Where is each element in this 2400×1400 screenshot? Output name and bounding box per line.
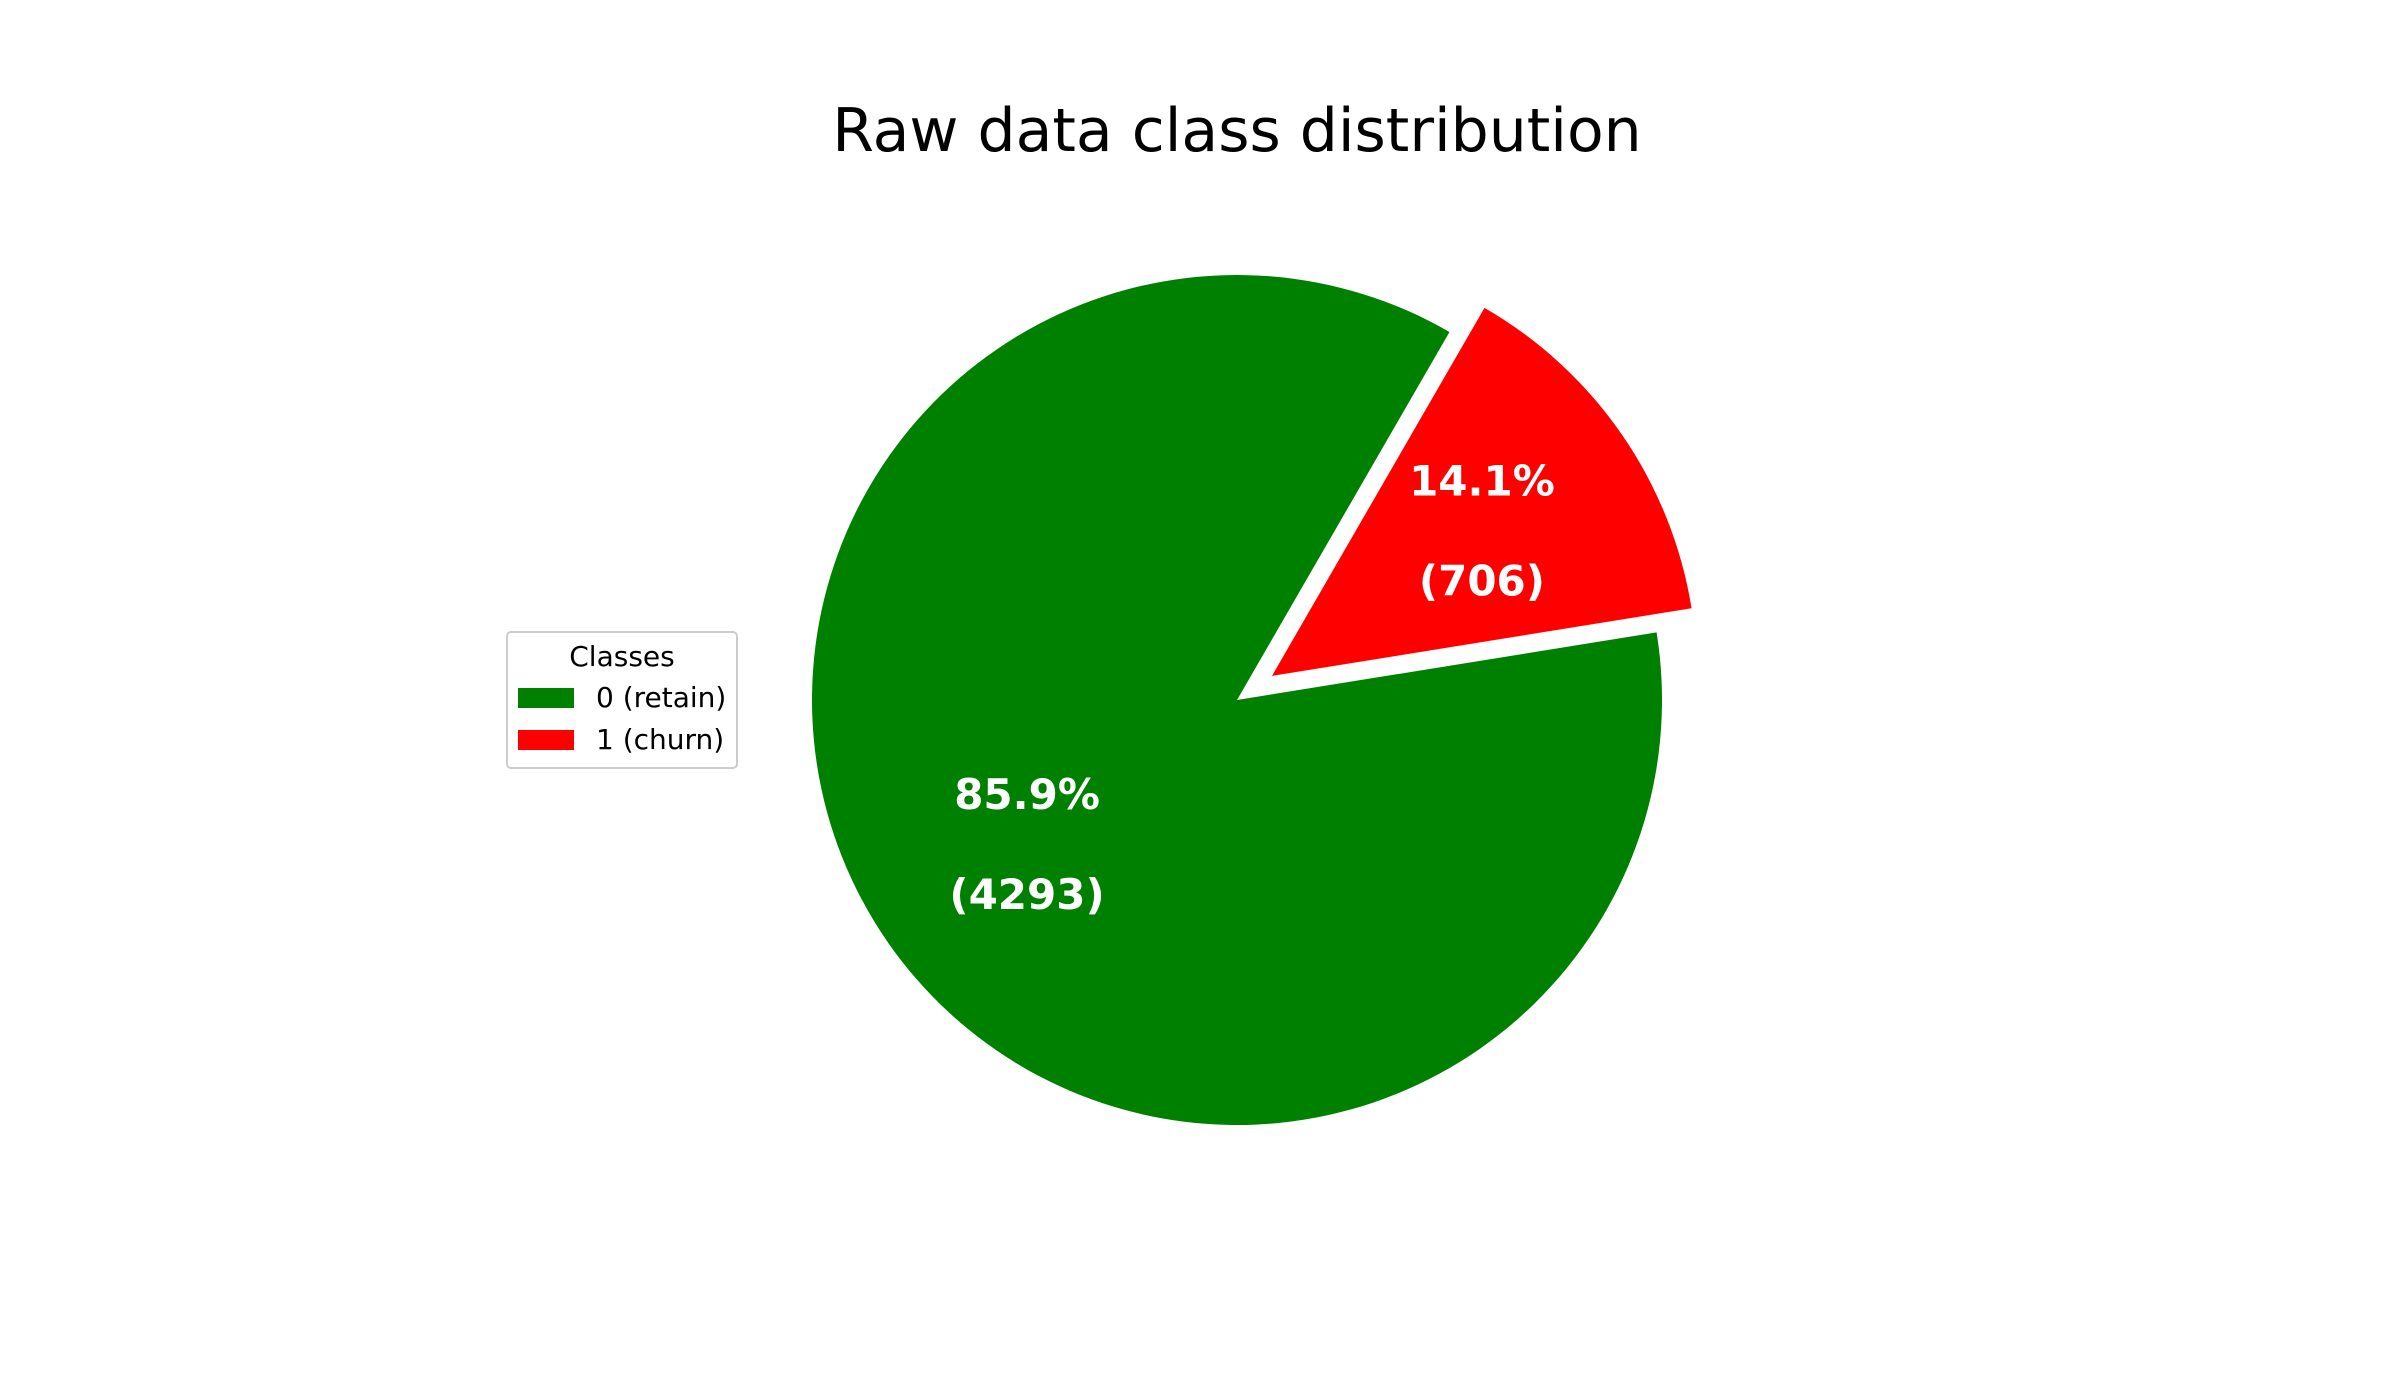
pie-slice-churn	[1271, 307, 1692, 676]
slice-percent-label-churn: 14.1%	[1409, 457, 1555, 506]
chart-title: Raw data class distribution	[832, 96, 1641, 166]
legend: Classes 0 (retain) 1 (churn)	[506, 631, 738, 769]
slice-percent-label-retain: 85.9%	[954, 770, 1100, 819]
legend-label-churn: 1 (churn)	[596, 723, 724, 756]
legend-title: Classes	[569, 640, 674, 673]
slice-count-label-retain: (4293)	[949, 870, 1104, 919]
legend-swatch-churn	[518, 730, 574, 750]
pie-slices	[811, 275, 1692, 1126]
pie-slice-retain	[811, 275, 1662, 1126]
legend-swatch-retain	[518, 688, 574, 708]
legend-label-retain: 0 (retain)	[596, 681, 726, 714]
pie-slice-labels: 85.9% (4293) 14.1% (706)	[949, 457, 1554, 920]
slice-count-label-churn: (706)	[1419, 557, 1545, 606]
